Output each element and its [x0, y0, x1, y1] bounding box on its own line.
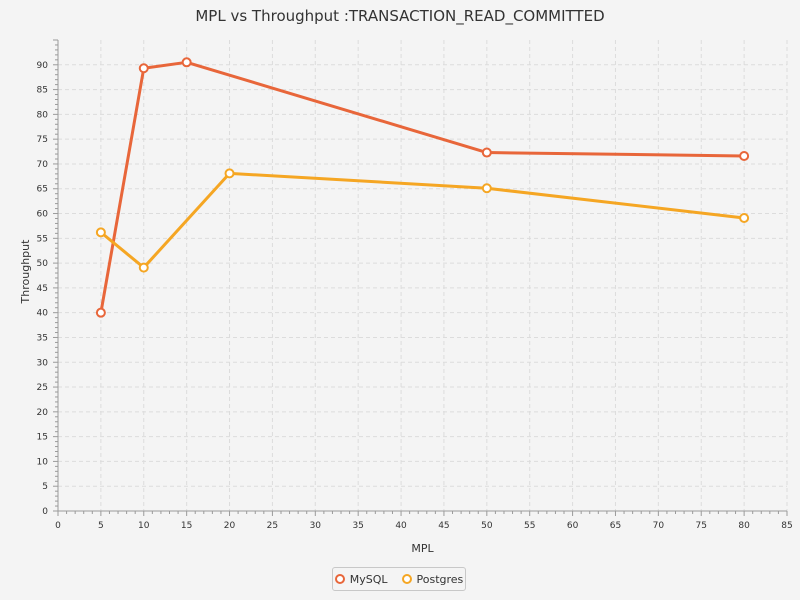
series-mysql	[95, 57, 750, 318]
axes	[53, 39, 788, 516]
legend-marker-icon	[401, 574, 412, 584]
legend-item-mysql[interactable]: MySQL	[334, 572, 388, 586]
y-tick-label: 90	[37, 61, 49, 71]
legend: MySQL Postgres	[332, 567, 466, 591]
y-tick-label: 45	[37, 284, 48, 294]
x-tick-label: 60	[567, 521, 579, 531]
y-tick-label: 55	[37, 234, 48, 244]
x-tick-label: 45	[438, 521, 449, 531]
x-tick-label: 75	[696, 521, 707, 531]
series	[95, 57, 750, 318]
x-axis-title: MPL	[411, 542, 434, 555]
y-tick-label: 35	[37, 333, 48, 343]
chart-title: MPL vs Throughput :TRANSACTION_READ_COMM…	[195, 7, 605, 25]
tick-labels: 0 5 10 15 20 25 30 35 40 45 50 55 60 65 70 75 80 85 90 0 5 10…	[37, 61, 793, 531]
legend-item-postgres[interactable]: Postgres	[401, 572, 464, 586]
x-tick-label: 30	[310, 521, 322, 531]
data-point	[481, 183, 492, 194]
y-tick-label: 30	[37, 358, 49, 368]
y-tick-label: 5	[42, 482, 48, 492]
x-tick-label: 65	[610, 521, 621, 531]
data-point	[739, 151, 750, 162]
y-tick-label: 65	[37, 185, 48, 195]
x-tick-label: 5	[98, 521, 104, 531]
data-point	[224, 168, 235, 179]
x-tick-label: 40	[395, 521, 407, 531]
y-tick-label: 75	[37, 135, 48, 145]
y-tick-label: 15	[37, 433, 48, 443]
legend-marker-icon	[334, 574, 345, 584]
x-tick-label: 25	[267, 521, 278, 531]
y-tick-label: 40	[37, 309, 49, 319]
series-postgres	[95, 168, 750, 273]
y-tick-label: 85	[37, 86, 48, 96]
data-point	[95, 227, 106, 238]
series-line	[99, 171, 745, 270]
y-tick-label: 10	[37, 457, 49, 467]
y-axis-title: Throughput	[19, 239, 32, 305]
series-line	[99, 60, 745, 313]
legend-label: MySQL	[349, 572, 388, 586]
x-tick-label: 10	[138, 521, 150, 531]
x-tick-label: 50	[481, 521, 493, 531]
x-tick-label: 15	[181, 521, 192, 531]
y-tick-label: 50	[37, 259, 49, 269]
x-tick-label: 80	[738, 521, 750, 531]
data-point	[481, 147, 492, 158]
y-tick-label: 60	[37, 210, 49, 220]
y-tick-label: 25	[37, 383, 48, 393]
y-tick-label: 20	[37, 408, 49, 418]
x-tick-label: 70	[653, 521, 665, 531]
grid	[58, 40, 788, 511]
y-tick-label: 0	[42, 507, 48, 517]
x-tick-label: 0	[55, 521, 61, 531]
y-tick-label: 80	[37, 110, 49, 120]
legend-label: Postgres	[416, 572, 464, 586]
data-point	[95, 307, 106, 318]
x-tick-label: 35	[352, 521, 363, 531]
data-point	[138, 63, 149, 74]
data-point	[181, 57, 192, 68]
x-tick-label: 85	[781, 521, 792, 531]
x-tick-label: 20	[224, 521, 236, 531]
x-tick-label: 55	[524, 521, 535, 531]
y-tick-label: 70	[37, 160, 49, 170]
data-point	[138, 262, 149, 273]
data-point	[739, 212, 750, 223]
